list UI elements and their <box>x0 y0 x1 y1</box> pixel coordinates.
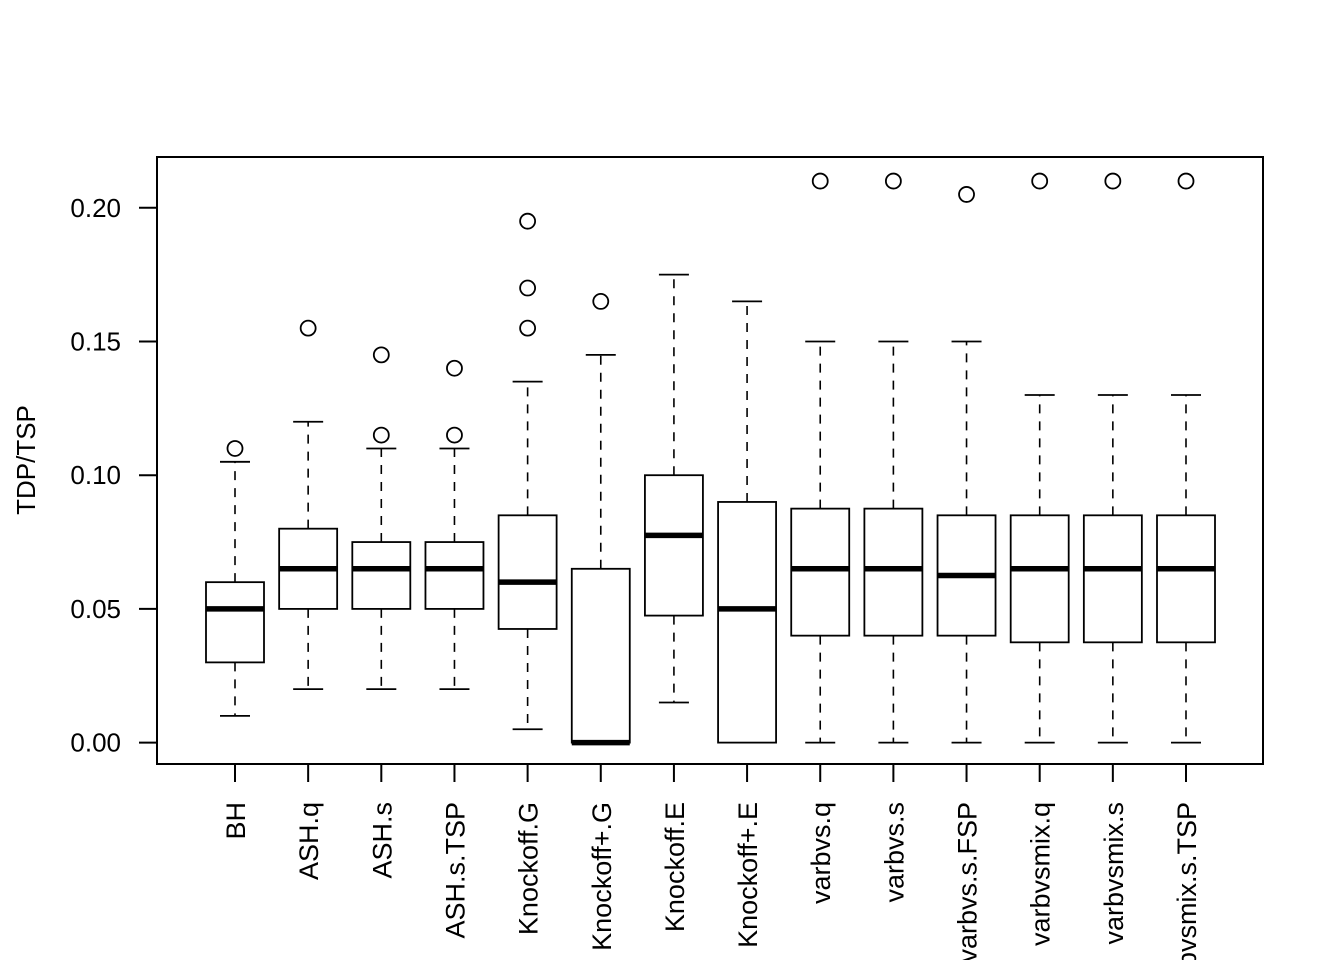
y-tick-label: 0.15 <box>70 327 121 357</box>
box-group <box>936 186 997 744</box>
box-group <box>351 346 412 691</box>
box-group <box>278 319 339 691</box>
x-tick-label: Knockoff+.G <box>587 802 617 951</box>
y-tick-label: 0.10 <box>70 460 121 490</box>
x-tick-label: Knockoff.E <box>660 802 690 932</box>
box-group <box>790 172 851 744</box>
x-tick-label: varbvs.s <box>879 802 909 903</box>
outlier-point <box>958 186 975 203</box>
outlier-point <box>372 346 390 364</box>
outlier-point <box>811 172 829 190</box>
outlier-point <box>372 426 390 444</box>
outlier-point <box>519 279 537 297</box>
box-iqr <box>497 514 558 630</box>
box-group <box>424 359 485 691</box>
x-tick-label: varbvs.q <box>806 802 836 904</box>
outlier-point <box>226 440 244 457</box>
box-iqr <box>1009 514 1070 644</box>
box-iqr <box>1156 514 1216 644</box>
box-group <box>717 300 777 744</box>
x-tick-label: varbvsmix.q <box>1026 802 1056 946</box>
y-tick-label: 0.20 <box>70 193 121 223</box>
y-tick-label: 0.00 <box>70 728 121 758</box>
box-iqr <box>863 507 924 637</box>
box-iqr <box>205 581 265 664</box>
box-group <box>644 273 704 704</box>
x-tick-label: ASH.s.TSP <box>440 802 470 939</box>
outlier-point <box>519 319 537 337</box>
outlier-point <box>1177 172 1195 190</box>
outlier-point <box>446 426 463 444</box>
x-tick-label: varbvsmix.s.TSP <box>1172 802 1202 960</box>
outlier-point <box>299 319 317 337</box>
outlier-point <box>1031 172 1049 190</box>
outlier-point <box>884 172 902 190</box>
y-axis: 0.00 0.05 0.10 0.15 0.20 <box>70 193 158 758</box>
x-tick-label: ASH.q <box>294 802 324 880</box>
box-group <box>1156 172 1216 744</box>
x-tick-label: BH <box>221 802 251 840</box>
box-group <box>497 212 558 731</box>
box-group <box>1082 172 1143 744</box>
box-iqr <box>424 541 485 610</box>
x-axis: BH ASH.q ASH.s ASH.s.TSP Knockoff.G Knockoff+… <box>221 763 1202 960</box>
box-iqr <box>570 567 631 744</box>
box-group <box>570 292 631 746</box>
box-iqr <box>717 501 777 744</box>
box-group <box>1009 172 1070 744</box>
outlier-point <box>519 212 537 230</box>
y-axis-label: TDP/TSP <box>11 405 41 515</box>
x-tick-label: varbvsmix.s <box>1099 802 1129 945</box>
box-iqr <box>790 507 851 637</box>
x-tick-label: ASH.s <box>367 802 397 879</box>
box-iqr <box>351 541 412 610</box>
outlier-point <box>446 359 463 377</box>
outlier-point <box>592 292 610 310</box>
box-group <box>205 440 265 717</box>
x-tick-label: Knockoff.G <box>514 802 544 935</box>
plot-frame <box>156 156 1264 765</box>
box-iqr <box>644 474 704 617</box>
x-tick-label: Knockoff+.E <box>733 802 763 948</box>
outlier-point <box>1104 172 1122 190</box>
boxes <box>205 172 1216 746</box>
box-iqr <box>1082 514 1143 644</box>
y-tick-label: 0.05 <box>70 594 121 624</box>
box-group <box>863 172 924 744</box>
x-tick-label: varbvs.s.FSP <box>953 802 983 960</box>
